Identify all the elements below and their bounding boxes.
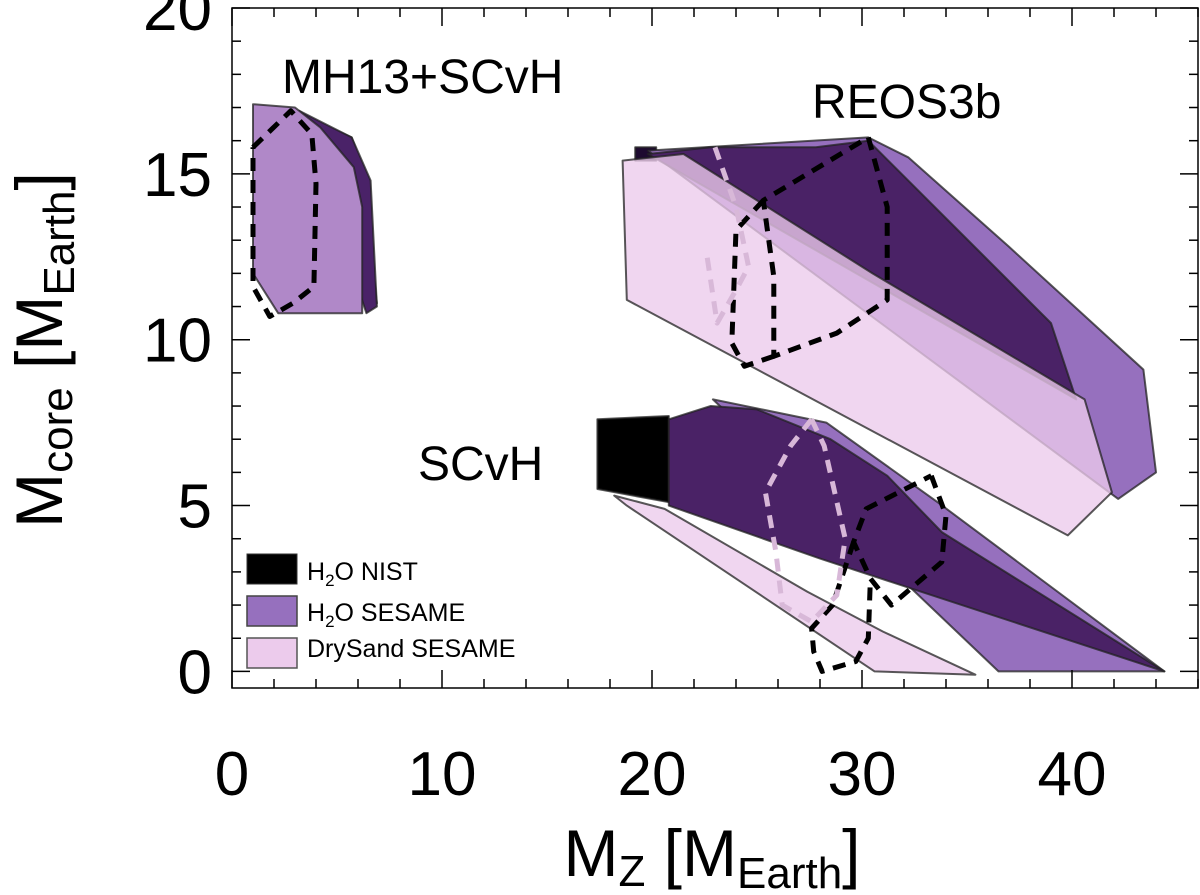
annotation-reos3b: REOS3b — [812, 76, 1001, 129]
series-scvh-h2o-nist — [596, 415, 670, 504]
contour-reos3b-contour-light — [704, 146, 752, 326]
annotation-scvh: SCvH — [418, 438, 543, 491]
y-tick-label: 15 — [143, 141, 212, 210]
y-tick-label: 0 — [178, 638, 212, 707]
y-tick-label: 20 — [143, 0, 212, 44]
x-tick-label: 0 — [215, 740, 249, 809]
y-axis-title: Mcore [MEarth] — [2, 172, 84, 528]
series-reos3b-drysand-sesame — [621, 153, 1113, 537]
plot-frame — [231, 7, 1199, 689]
series-scvh-h2o-nist-core — [667, 405, 1166, 673]
y-tick-label: 10 — [143, 307, 212, 376]
legend-label-drysand: DrySand SESAME — [307, 635, 515, 663]
annotation-mh13-scvh: MH13+SCvH — [282, 51, 563, 104]
legend: H2O NIST H2O SESAME DrySand SESAME — [246, 553, 515, 669]
series-mh13-scvh-drysand-sesame — [252, 103, 364, 315]
legend-swatch-sesame-h2o — [246, 595, 298, 627]
x-tick-label: 10 — [408, 740, 477, 809]
x-axis-title: MZ [MEarth] — [563, 816, 860, 895]
series-scvh-drysand-sesame — [613, 494, 977, 676]
contour-reos3b-contour-inner — [729, 198, 775, 369]
contour-scvh-contour-light — [762, 417, 848, 625]
x-tick-label: 40 — [1038, 740, 1107, 809]
annotation-layer: MH13+SCvH REOS3b SCvH — [282, 51, 1001, 491]
x-tick-label: 20 — [618, 740, 687, 809]
y-tick-label: 5 — [178, 473, 212, 542]
dashed-outline-layer — [250, 108, 949, 674]
series-layer — [252, 103, 1166, 676]
contour-scvh-contour-dark — [851, 473, 949, 608]
tick-layer: 0 10 20 30 40 0 5 10 15 20 — [143, 0, 1199, 809]
legend-label-sesame-h2o: H2O SESAME — [307, 599, 465, 631]
contour-mh13-scvh-contour — [250, 108, 319, 319]
contour-scvh-contour-lower — [809, 541, 873, 674]
legend-label-nist: H2O NIST — [307, 558, 418, 590]
legend-swatch-drysand — [246, 637, 298, 669]
legend-swatch-nist — [246, 553, 298, 585]
x-tick-label: 30 — [828, 740, 897, 809]
